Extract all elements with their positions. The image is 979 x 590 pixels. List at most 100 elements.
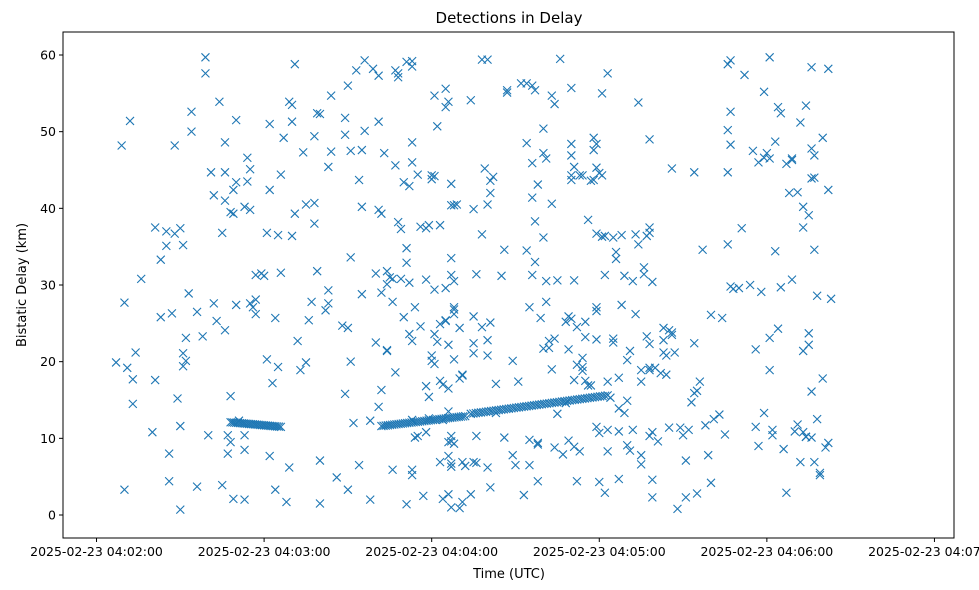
data-point <box>346 253 356 262</box>
data-point <box>399 312 409 322</box>
data-point <box>597 88 607 98</box>
data-point <box>323 285 333 295</box>
data-point <box>111 358 121 367</box>
data-point <box>231 177 241 187</box>
data-point <box>192 307 202 317</box>
data-point <box>265 451 275 461</box>
data-point <box>242 177 252 186</box>
data-point <box>449 200 459 210</box>
plot-frame <box>62 31 955 539</box>
x-tick-label: 2025-02-23 04:07:00 <box>868 544 979 559</box>
data-point <box>647 427 657 437</box>
data-point <box>396 274 406 284</box>
data-point <box>217 480 227 490</box>
data-point <box>449 302 459 312</box>
data-point <box>798 223 808 232</box>
data-point <box>502 85 512 95</box>
data-point <box>639 269 649 279</box>
data-point <box>469 312 478 321</box>
data-point <box>444 340 453 350</box>
data-point <box>564 345 573 354</box>
data-point <box>594 477 604 487</box>
data-point <box>592 302 601 312</box>
data-point <box>399 177 409 187</box>
data-point <box>444 489 453 499</box>
data-point <box>458 457 467 467</box>
data-point <box>343 81 353 91</box>
data-point <box>446 253 456 263</box>
data-point <box>525 460 534 470</box>
data-point <box>684 425 694 435</box>
data-point <box>178 240 188 250</box>
data-point <box>751 345 761 354</box>
data-point <box>578 362 587 372</box>
data-point <box>469 204 478 214</box>
data-point <box>432 337 442 347</box>
data-point <box>793 187 802 197</box>
data-point <box>809 151 819 160</box>
data-point <box>321 305 330 315</box>
data-point <box>566 175 576 185</box>
data-point <box>706 310 716 320</box>
data-point <box>340 130 350 140</box>
data-point <box>661 370 671 380</box>
data-point <box>393 72 403 82</box>
data-point <box>608 334 618 344</box>
data-point <box>418 491 428 501</box>
data-point <box>695 377 705 386</box>
data-point <box>826 294 836 304</box>
data-point <box>633 239 643 249</box>
data-point <box>343 323 353 333</box>
data-point <box>346 146 356 156</box>
data-point <box>614 427 624 436</box>
data-point <box>508 356 518 366</box>
data-point <box>675 423 685 432</box>
data-point <box>404 181 414 191</box>
data-point <box>608 338 618 347</box>
data-point <box>240 495 249 505</box>
data-point <box>566 83 576 93</box>
data-point <box>795 118 805 127</box>
data-point <box>698 245 708 255</box>
data-point <box>720 430 730 439</box>
data-point <box>807 174 816 183</box>
data-point <box>765 333 775 343</box>
data-point <box>430 171 439 181</box>
data-point <box>446 462 456 472</box>
data-point <box>622 396 632 406</box>
data-point <box>664 423 674 432</box>
data-point <box>371 269 381 278</box>
data-point <box>444 451 453 461</box>
data-point <box>807 144 816 153</box>
data-point <box>226 391 235 401</box>
data-point <box>765 52 775 62</box>
data-point <box>659 335 668 345</box>
data-point <box>432 121 442 131</box>
data-point <box>485 318 495 327</box>
data-point <box>539 148 548 158</box>
data-point <box>583 381 593 390</box>
data-point <box>647 277 657 287</box>
data-point <box>600 488 610 498</box>
data-point <box>458 497 467 507</box>
data-point <box>438 380 448 390</box>
data-point <box>226 437 235 447</box>
data-point <box>642 331 652 341</box>
data-point <box>645 339 654 349</box>
data-point <box>407 336 417 346</box>
data-point <box>491 379 501 389</box>
data-point <box>717 313 727 323</box>
data-point <box>575 446 585 456</box>
data-point <box>519 490 529 500</box>
data-point <box>120 298 129 308</box>
data-point <box>603 446 613 456</box>
data-point <box>673 504 682 514</box>
data-point <box>309 131 319 141</box>
data-point <box>421 381 431 391</box>
data-point <box>416 322 425 331</box>
data-point <box>212 316 222 326</box>
data-point <box>566 151 576 160</box>
data-point <box>812 291 822 301</box>
data-point <box>533 438 543 448</box>
